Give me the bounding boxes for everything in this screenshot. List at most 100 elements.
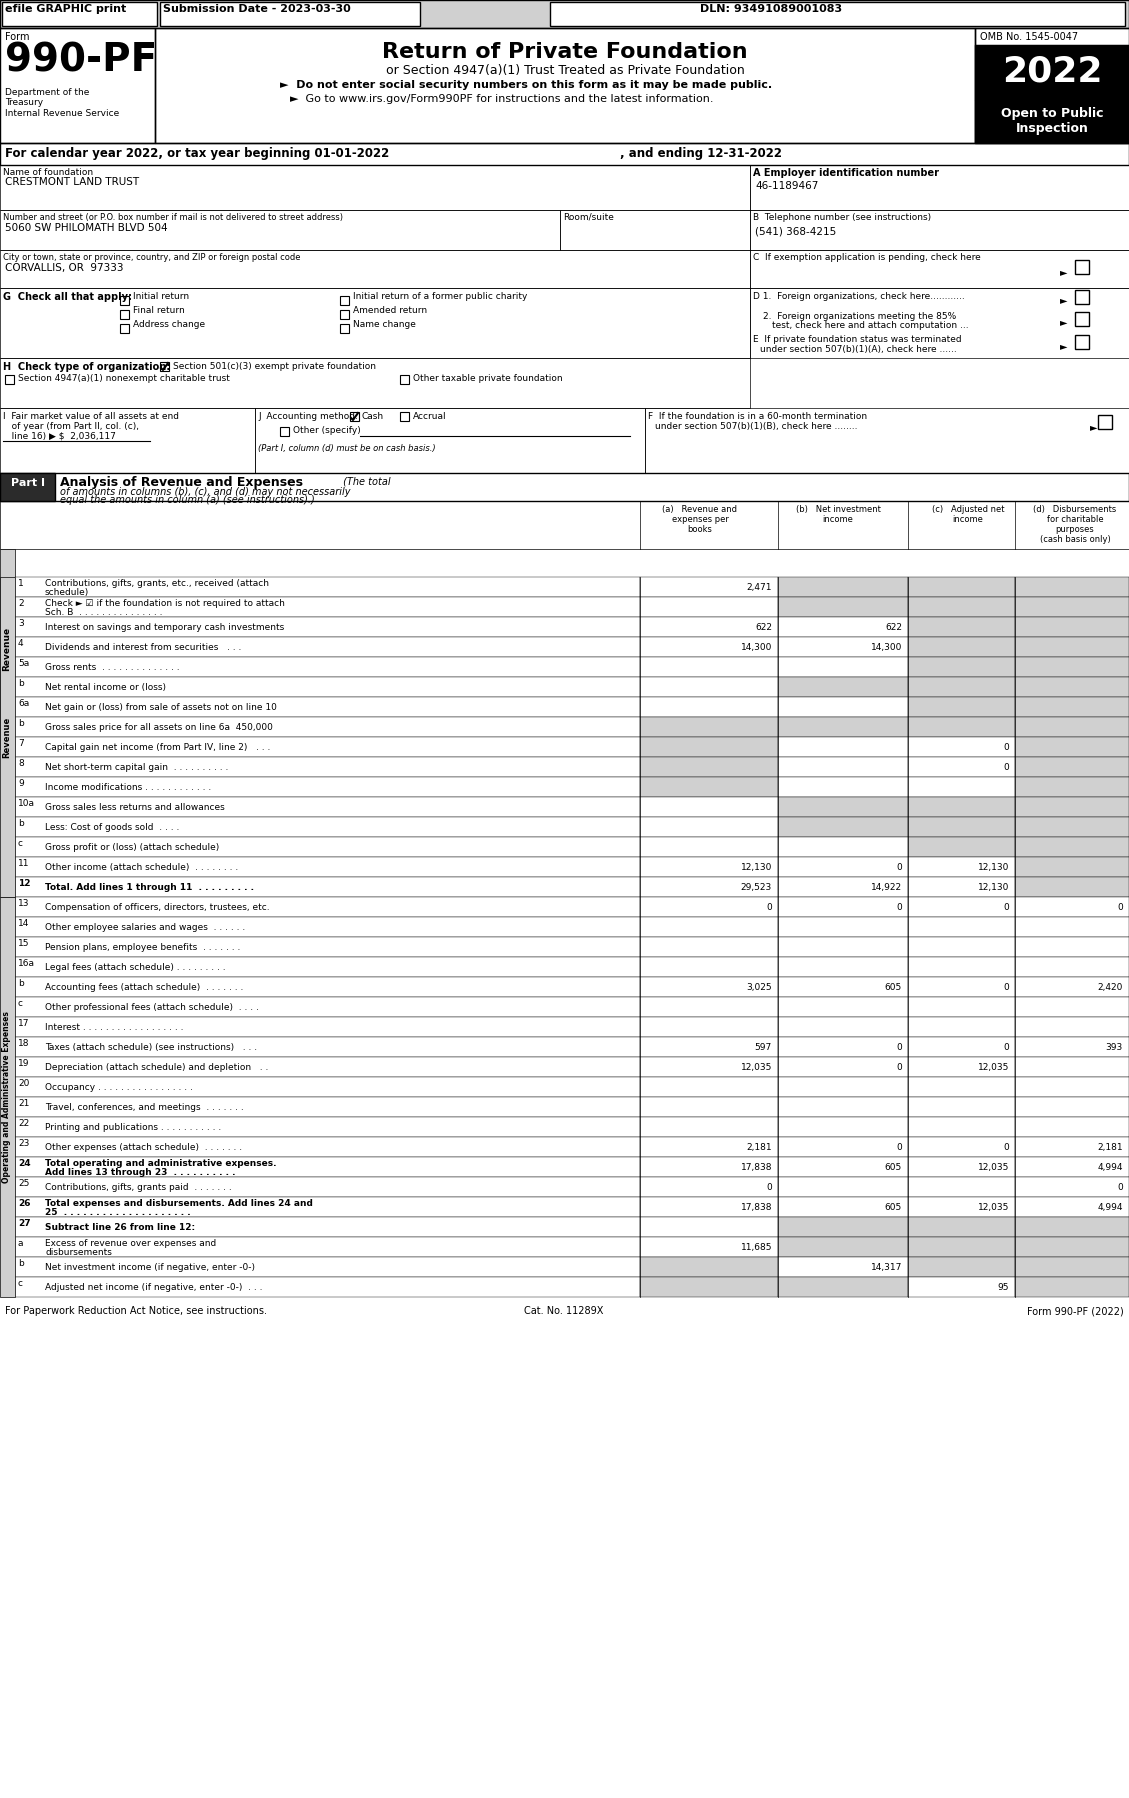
Bar xyxy=(1015,917,1129,937)
Text: c: c xyxy=(18,1278,23,1287)
Text: Other taxable private foundation: Other taxable private foundation xyxy=(413,374,562,383)
Bar xyxy=(0,358,750,408)
Bar xyxy=(15,816,640,838)
Bar xyxy=(640,656,778,678)
Bar xyxy=(15,597,640,617)
Text: Total operating and administrative expenses.: Total operating and administrative expen… xyxy=(45,1160,277,1169)
Bar xyxy=(908,998,1015,1018)
Bar xyxy=(778,1037,908,1057)
Bar xyxy=(908,1277,1015,1296)
Bar xyxy=(15,636,640,656)
Text: 23: 23 xyxy=(18,1138,29,1147)
Text: Section 4947(a)(1) nonexempt charitable trust: Section 4947(a)(1) nonexempt charitable … xyxy=(18,374,230,383)
Text: income: income xyxy=(823,514,854,523)
Bar xyxy=(908,976,1015,998)
Text: 13: 13 xyxy=(18,899,29,908)
Bar xyxy=(120,324,129,333)
Text: Final return: Final return xyxy=(133,306,185,315)
Bar xyxy=(160,361,169,370)
Text: 0: 0 xyxy=(1118,1183,1123,1192)
Bar xyxy=(778,698,908,717)
Bar xyxy=(0,0,1129,29)
Bar xyxy=(1075,289,1089,304)
Bar xyxy=(908,957,1015,976)
Text: c: c xyxy=(18,1000,23,1009)
Text: Capital gain net income (from Part IV, line 2)   . . .: Capital gain net income (from Part IV, l… xyxy=(45,743,270,752)
Text: Occupancy . . . . . . . . . . . . . . . . .: Occupancy . . . . . . . . . . . . . . . … xyxy=(45,1082,193,1091)
Text: F  If the foundation is in a 60-month termination: F If the foundation is in a 60-month ter… xyxy=(648,412,867,421)
Text: 17,838: 17,838 xyxy=(741,1203,772,1212)
Text: ►  Do not enter social security numbers on this form as it may be made public.: ► Do not enter social security numbers o… xyxy=(280,79,772,90)
Bar xyxy=(15,1018,640,1037)
Bar xyxy=(908,858,1015,877)
Text: D 1.  Foreign organizations, check here............: D 1. Foreign organizations, check here..… xyxy=(753,291,965,300)
Text: Section 501(c)(3) exempt private foundation: Section 501(c)(3) exempt private foundat… xyxy=(173,361,376,370)
Text: 2,181: 2,181 xyxy=(1097,1144,1123,1153)
Text: 990-PF: 990-PF xyxy=(5,41,157,79)
Bar xyxy=(340,309,349,318)
Text: 0: 0 xyxy=(1004,1144,1009,1153)
Bar xyxy=(640,636,778,656)
Text: Number and street (or P.O. box number if mail is not delivered to street address: Number and street (or P.O. box number if… xyxy=(3,212,343,221)
Bar xyxy=(778,777,908,797)
Bar xyxy=(640,757,778,777)
Text: 4,994: 4,994 xyxy=(1097,1163,1123,1172)
Text: Accounting fees (attach schedule)  . . . . . . .: Accounting fees (attach schedule) . . . … xyxy=(45,984,244,992)
Text: efile GRAPHIC print: efile GRAPHIC print xyxy=(5,4,126,14)
Text: 18: 18 xyxy=(18,1039,29,1048)
Text: 14,300: 14,300 xyxy=(870,644,902,653)
Text: Net rental income or (loss): Net rental income or (loss) xyxy=(45,683,166,692)
Bar xyxy=(908,597,1015,617)
Bar xyxy=(640,698,778,717)
Text: 3: 3 xyxy=(18,619,24,628)
Text: J  Accounting method:: J Accounting method: xyxy=(259,412,358,421)
Text: Gross sales less returns and allowances: Gross sales less returns and allowances xyxy=(45,804,225,813)
Bar xyxy=(15,617,640,636)
Text: 0: 0 xyxy=(896,1043,902,1052)
Bar xyxy=(1075,261,1089,273)
Text: 7: 7 xyxy=(18,739,24,748)
Bar xyxy=(640,717,778,737)
Bar xyxy=(640,1217,778,1237)
Text: Contributions, gifts, grants paid  . . . . . . .: Contributions, gifts, grants paid . . . … xyxy=(45,1183,231,1192)
Bar xyxy=(640,877,778,897)
Bar xyxy=(908,1257,1015,1277)
Bar xyxy=(908,1117,1015,1136)
Bar xyxy=(120,309,129,318)
Text: 622: 622 xyxy=(885,622,902,633)
Bar xyxy=(640,1156,778,1178)
Text: income: income xyxy=(953,514,983,523)
Bar xyxy=(778,858,908,877)
Bar xyxy=(975,29,1129,144)
Text: Address change: Address change xyxy=(133,320,205,329)
Text: 0: 0 xyxy=(896,863,902,872)
Text: E  If private foundation status was terminated: E If private foundation status was termi… xyxy=(753,334,962,343)
Text: 12,035: 12,035 xyxy=(978,1163,1009,1172)
Text: 29,523: 29,523 xyxy=(741,883,772,892)
Bar xyxy=(15,1097,640,1117)
Bar xyxy=(15,698,640,717)
Bar xyxy=(15,937,640,957)
Text: Form: Form xyxy=(5,32,29,41)
Text: 622: 622 xyxy=(755,622,772,633)
Text: 27: 27 xyxy=(18,1219,30,1228)
Bar xyxy=(1015,777,1129,797)
Bar xyxy=(15,656,640,678)
Text: Net short-term capital gain  . . . . . . . . . .: Net short-term capital gain . . . . . . … xyxy=(45,762,228,771)
Bar xyxy=(778,797,908,816)
Bar xyxy=(5,376,14,385)
Text: 393: 393 xyxy=(1105,1043,1123,1052)
Bar xyxy=(778,717,908,737)
Bar xyxy=(15,1257,640,1277)
Bar xyxy=(15,1237,640,1257)
Bar xyxy=(1015,636,1129,656)
Text: ►: ► xyxy=(1089,423,1097,432)
Bar xyxy=(778,1257,908,1277)
Bar xyxy=(350,412,359,421)
Text: Room/suite: Room/suite xyxy=(563,212,614,221)
Text: Excess of revenue over expenses and: Excess of revenue over expenses and xyxy=(45,1239,217,1248)
Bar xyxy=(15,678,640,698)
Bar xyxy=(1015,1077,1129,1097)
Text: 2.  Foreign organizations meeting the 85%: 2. Foreign organizations meeting the 85% xyxy=(763,313,956,322)
Bar xyxy=(778,976,908,998)
